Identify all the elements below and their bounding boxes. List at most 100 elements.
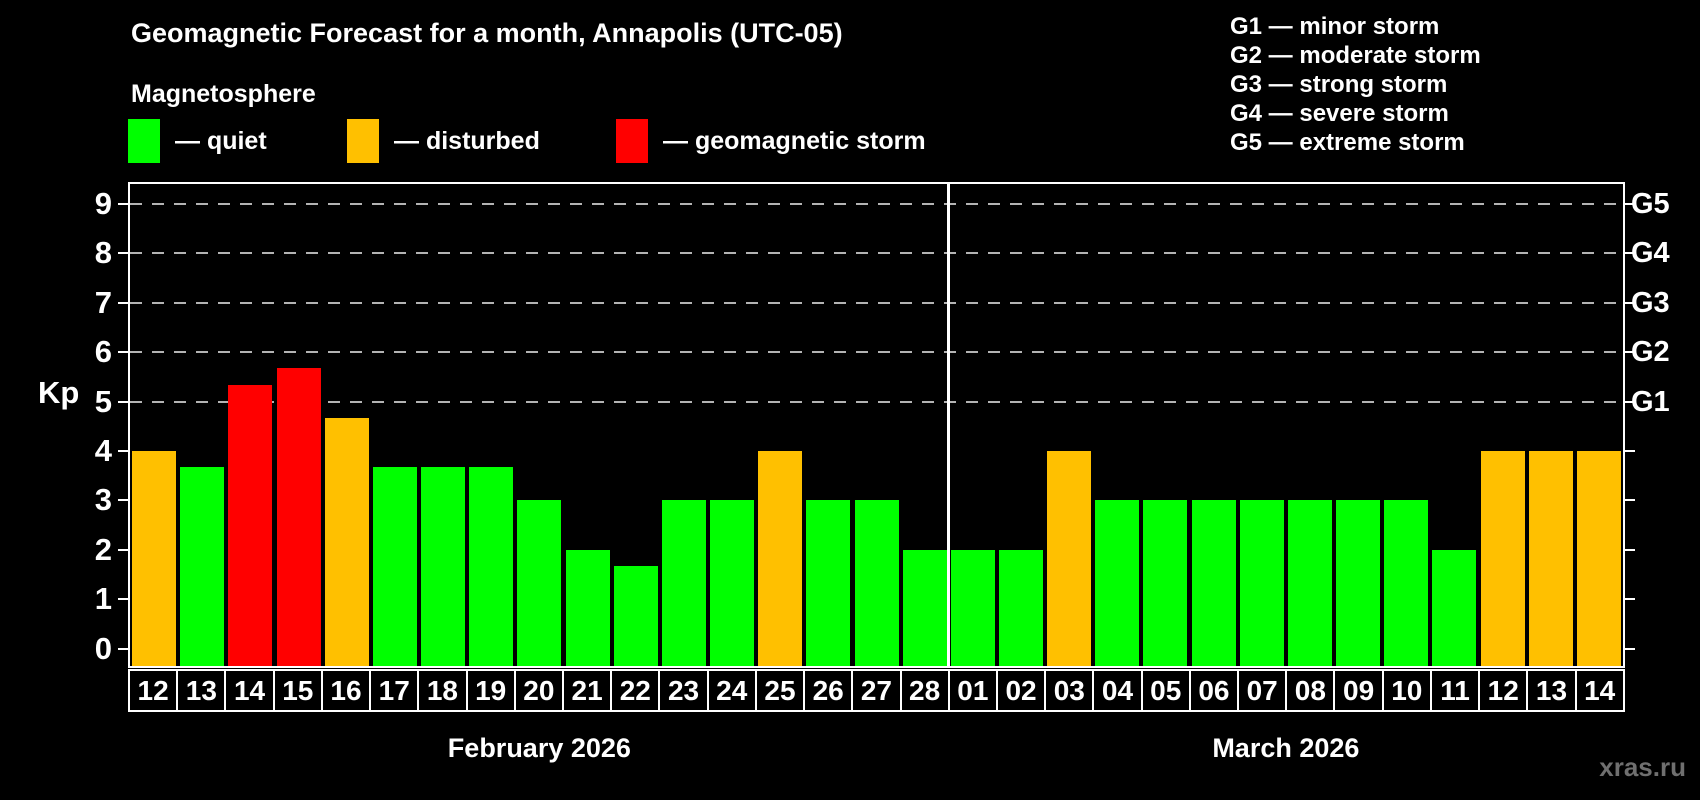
- month-label: March 2026: [1212, 733, 1360, 763]
- day-label: 14: [1574, 669, 1625, 712]
- kp-bar: [1095, 500, 1140, 666]
- y-tick-label: 8: [94, 235, 112, 271]
- g-level-label: G2: [1631, 336, 1670, 369]
- kp-bar: [421, 467, 466, 666]
- kp-bar: [1191, 500, 1236, 666]
- day-label: 11: [1429, 669, 1481, 712]
- y-tick-label: 3: [94, 482, 112, 518]
- y-axis-tick: [118, 548, 128, 551]
- grid-line-kp5: [130, 400, 1623, 403]
- kp-bar: [806, 500, 851, 666]
- y-tick-label: 1: [94, 581, 112, 617]
- disturbed-swatch-icon: [347, 119, 379, 163]
- kp-bar: [854, 500, 899, 666]
- y-axis-tick: [1625, 647, 1635, 650]
- day-label: 03: [1044, 669, 1095, 712]
- day-label: 26: [803, 669, 854, 712]
- day-label: 13: [176, 669, 227, 712]
- grid-line-kp6: [130, 351, 1623, 354]
- grid-line-kp9: [130, 202, 1623, 205]
- kp-bar: [710, 500, 755, 666]
- day-label: 17: [369, 669, 420, 712]
- kp-bar: [132, 450, 177, 666]
- day-label: 25: [754, 669, 806, 712]
- kp-bar: [758, 450, 803, 666]
- kp-bar: [517, 500, 562, 666]
- grid-line-kp7: [130, 301, 1623, 304]
- storm-legend-line: G1 — minor storm: [1230, 13, 1440, 40]
- storm-legend-line: G2 — moderate storm: [1230, 42, 1481, 69]
- kp-bar: [180, 467, 225, 666]
- watermark: xras.ru: [1599, 752, 1686, 782]
- g-level-label: G1: [1631, 385, 1670, 418]
- kp-bar: [1528, 450, 1573, 666]
- day-label: 05: [1140, 669, 1191, 712]
- kp-bar: [228, 385, 273, 666]
- magnetosphere-legend: — quiet — disturbed — geomagnetic storm: [128, 117, 1028, 165]
- y-axis-tick: [118, 449, 128, 452]
- y-tick-label: 5: [94, 383, 112, 419]
- day-label: 01: [947, 669, 998, 712]
- chart-title: Geomagnetic Forecast for a month, Annapo…: [131, 18, 843, 48]
- storm-legend-line: G3 — strong storm: [1230, 71, 1448, 98]
- y-tick-label: 6: [94, 334, 112, 370]
- y-axis-tick: [118, 351, 128, 354]
- legend-item-storm: — geomagnetic storm: [616, 117, 926, 165]
- y-axis-tick: [118, 499, 128, 502]
- y-axis-tick: [1625, 351, 1635, 354]
- kp-axis-label: Kp: [38, 375, 80, 410]
- kp-bar: [1432, 549, 1477, 666]
- quiet-swatch-icon: [128, 119, 160, 163]
- g-level-label: G5: [1631, 187, 1670, 220]
- kp-bar: [1576, 450, 1621, 666]
- kp-bar: [372, 467, 417, 666]
- storm-legend-line: G5 — extreme storm: [1230, 129, 1465, 156]
- storm-swatch-icon: [616, 119, 648, 163]
- y-axis-tick: [1625, 499, 1635, 502]
- day-label: 21: [561, 669, 613, 712]
- y-axis-tick: [1625, 400, 1635, 403]
- kp-bar: [1384, 500, 1429, 666]
- y-tick-label: 7: [94, 284, 112, 320]
- day-label: 24: [706, 669, 757, 712]
- day-label: 22: [610, 669, 661, 712]
- day-label: 09: [1333, 669, 1384, 712]
- day-label: 14: [224, 669, 275, 712]
- legend-item-quiet: — quiet: [128, 117, 267, 165]
- kp-bar: [469, 467, 514, 666]
- day-label: 27: [851, 669, 902, 712]
- kp-bar: [1336, 500, 1381, 666]
- legend-item-label: — geomagnetic storm: [663, 126, 926, 155]
- day-label: 12: [1478, 669, 1529, 712]
- kp-bar: [1239, 500, 1284, 666]
- y-tick-label: 2: [94, 531, 112, 567]
- y-axis-tick: [1625, 598, 1635, 601]
- day-label: 08: [1285, 669, 1336, 712]
- y-tick-label: 9: [94, 185, 112, 221]
- day-label: 13: [1526, 669, 1577, 712]
- day-label: 20: [513, 669, 564, 712]
- g-level-label: G3: [1631, 286, 1670, 319]
- y-axis-tick: [118, 252, 128, 255]
- kp-bar: [565, 549, 610, 666]
- y-axis-tick: [1625, 202, 1635, 205]
- storm-legend-line: G4 — severe storm: [1230, 100, 1449, 127]
- day-label: 28: [899, 669, 950, 712]
- day-label: 02: [995, 669, 1047, 712]
- day-label: 23: [658, 669, 709, 712]
- magnetosphere-label: Magnetosphere: [131, 80, 316, 108]
- kp-bar: [1047, 450, 1092, 666]
- y-axis-tick: [1625, 301, 1635, 304]
- kp-bar: [998, 549, 1043, 666]
- kp-bar: [661, 500, 706, 666]
- kp-bar: [902, 549, 947, 666]
- y-axis-tick: [118, 647, 128, 650]
- y-tick-label: 0: [94, 630, 112, 666]
- day-label: 19: [465, 669, 516, 712]
- y-axis-tick: [1625, 449, 1635, 452]
- y-axis-tick: [118, 598, 128, 601]
- kp-bar: [950, 549, 995, 666]
- day-label: 04: [1092, 669, 1143, 712]
- y-axis-tick: [1625, 252, 1635, 255]
- y-axis-tick: [118, 400, 128, 403]
